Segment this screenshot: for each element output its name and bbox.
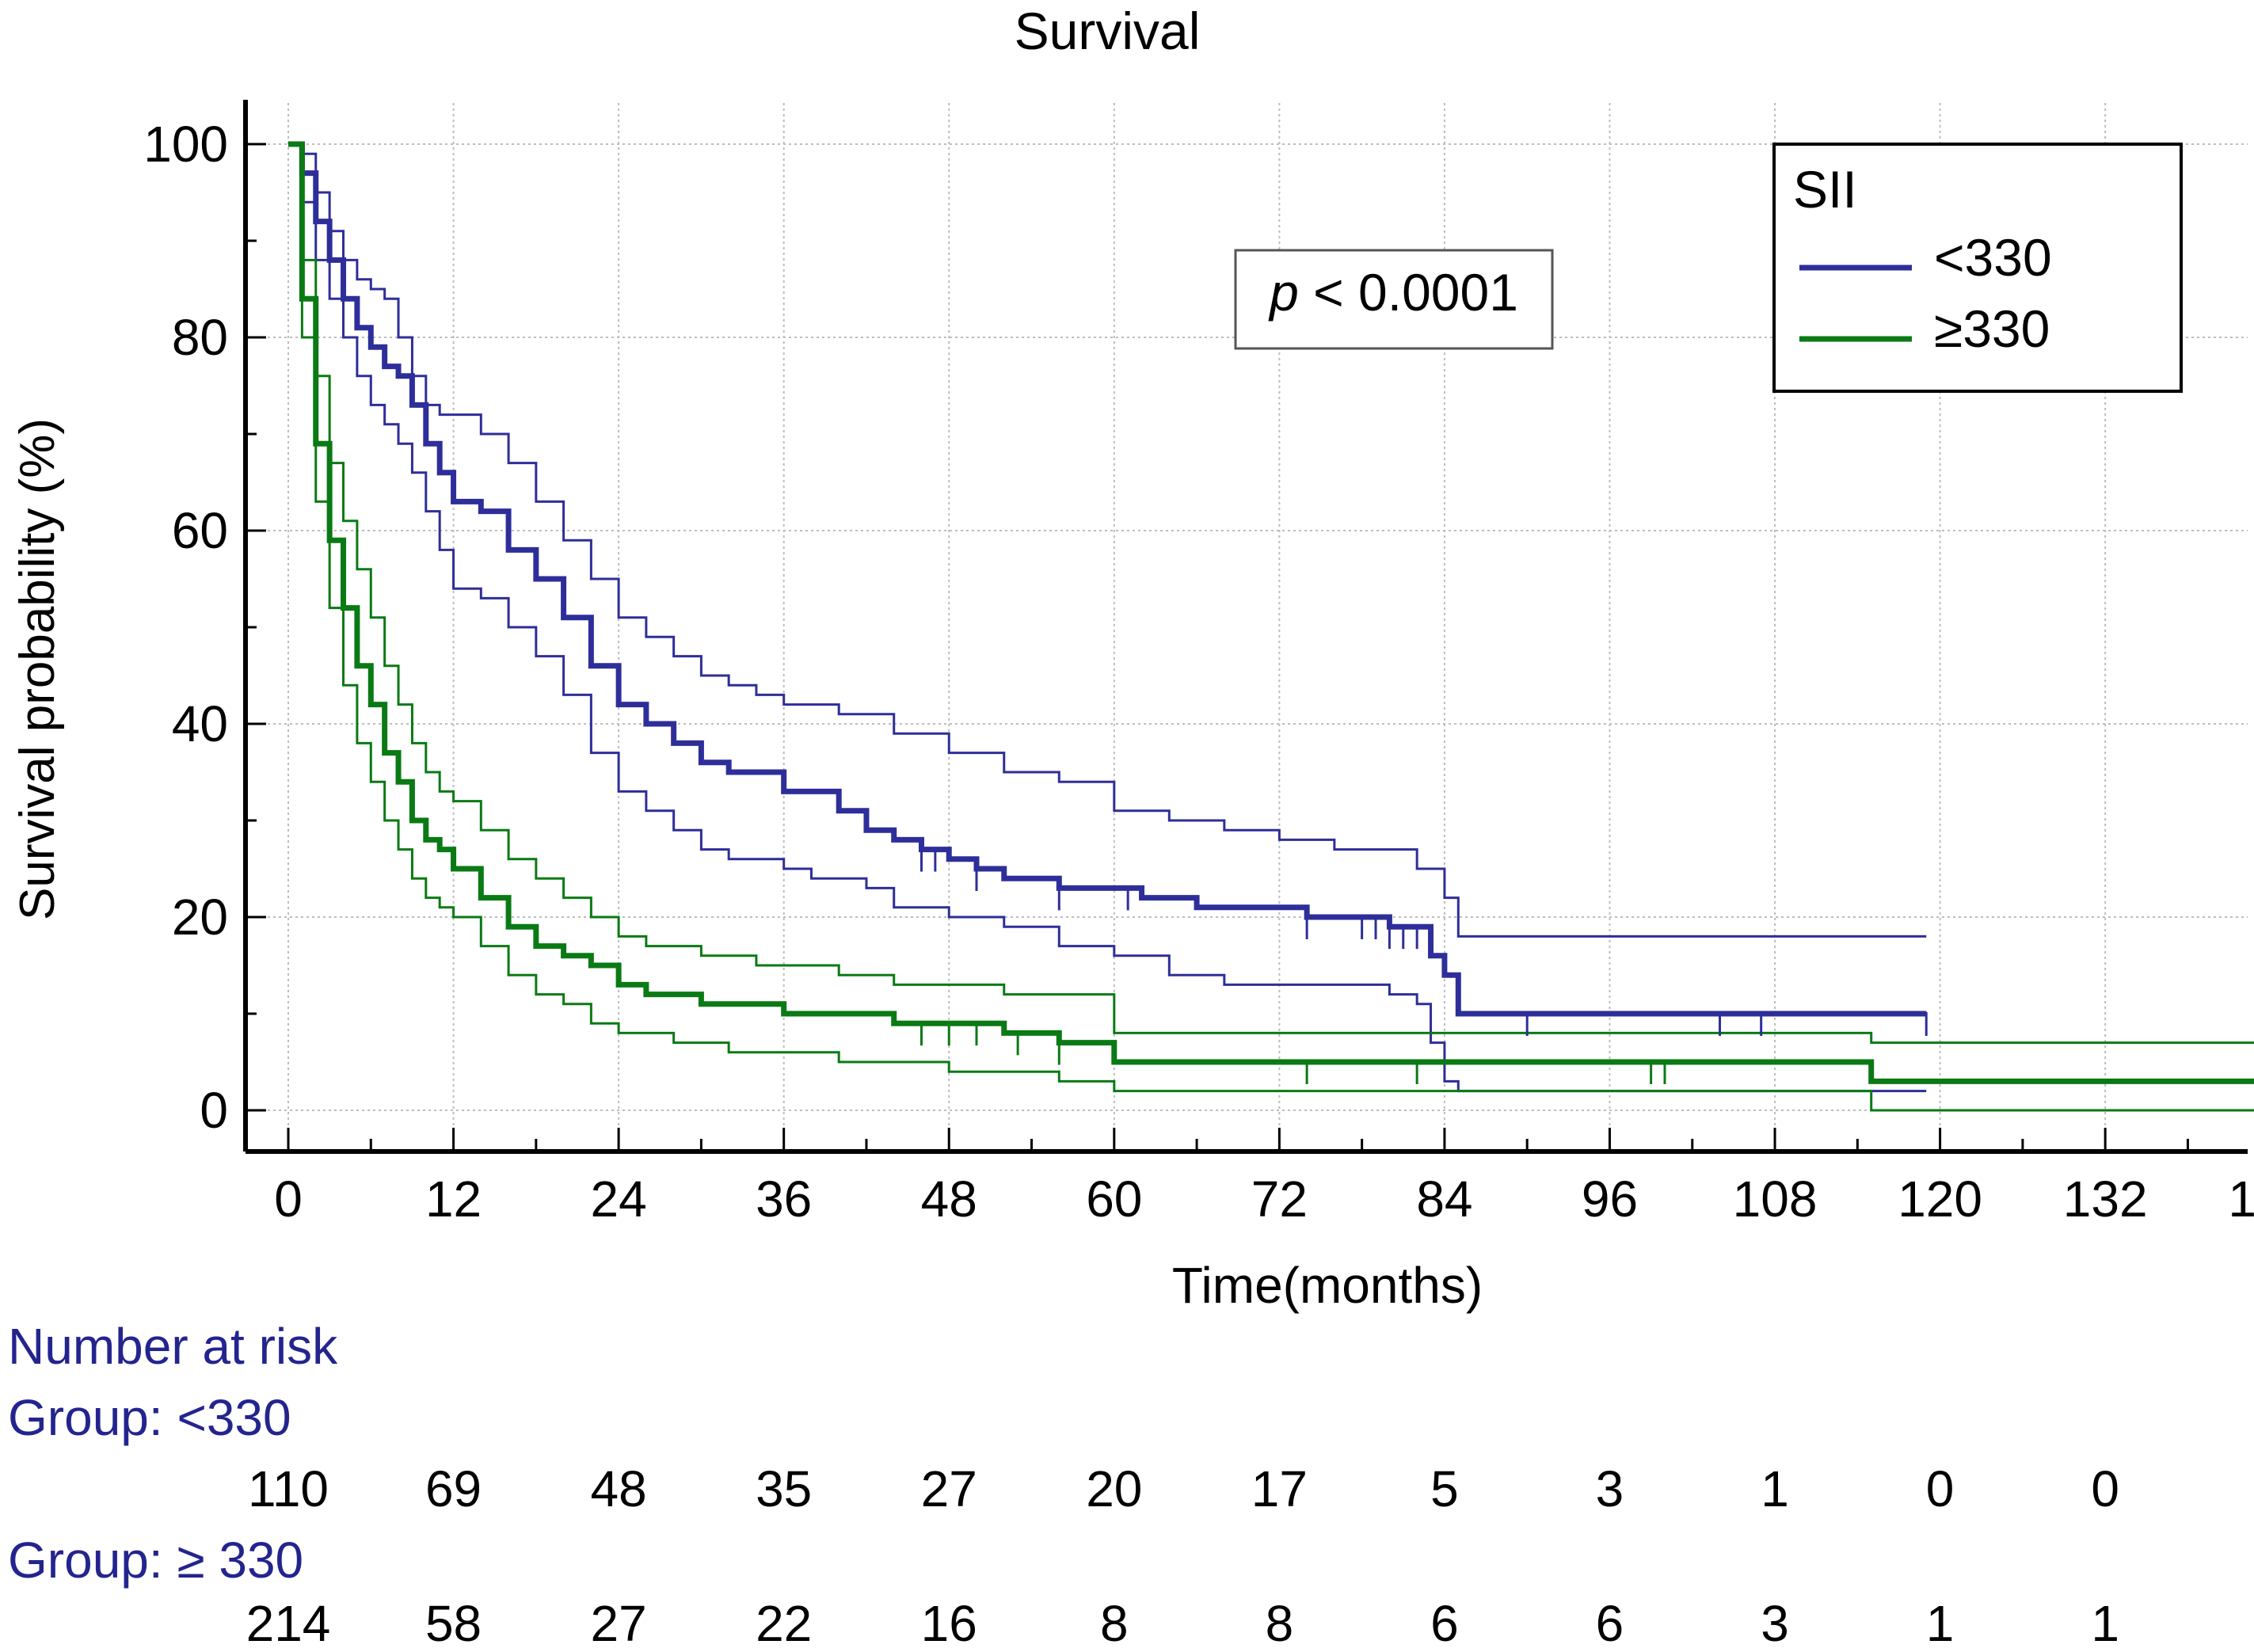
x-tick-label-36: 36 — [756, 1170, 812, 1228]
legend-label-low: <330 — [1934, 228, 2052, 287]
y-tick-label-60: 60 — [172, 502, 228, 559]
y-axis-label: Survival probability (%) — [10, 418, 65, 920]
risk-count: 1 — [1926, 1595, 1955, 1652]
risk-count: 0 — [2091, 1460, 2119, 1517]
axes: 0 20 40 60 80 100 0 12 24 36 48 60 72 84 96 108 120 132 14… — [143, 100, 2254, 1228]
risk-count: 6 — [1430, 1595, 1459, 1652]
y-tick-label-80: 80 — [172, 309, 228, 366]
risk-count: 35 — [756, 1460, 812, 1517]
x-tick-label-132: 132 — [2063, 1170, 2148, 1228]
risk-count: 17 — [1251, 1460, 1308, 1517]
p-value-annotation: p < 0.0001 — [1234, 249, 1554, 350]
p-symbol: p — [1268, 263, 1299, 322]
risk-count: 1 — [1761, 1460, 1789, 1517]
x-tick-label-144: 144 — [2228, 1170, 2254, 1228]
legend: SII <330 ≥330 — [1772, 143, 2183, 393]
ci-line-low-lower — [288, 143, 1927, 1093]
risk-count: 48 — [591, 1460, 647, 1517]
x-tick-label-0: 0 — [274, 1170, 303, 1228]
risk-count: 58 — [425, 1595, 482, 1652]
ci-line-low-upper — [288, 143, 1927, 938]
risk-count: 110 — [248, 1460, 329, 1517]
survival-line-low — [288, 141, 1927, 1017]
y-tick-label-20: 20 — [172, 889, 228, 946]
risk-count: 3 — [1596, 1460, 1624, 1517]
risk-table: Number at risk Group: <330 110 69 48 35 27 20… — [8, 1318, 2119, 1652]
risk-count: 1 — [2091, 1595, 2119, 1652]
risk-count: 214 — [246, 1595, 331, 1652]
x-tick-label-72: 72 — [1251, 1170, 1308, 1228]
risk-row-low: 1106948352720175310000 — [248, 1460, 2119, 1517]
risk-count: 22 — [756, 1595, 812, 1652]
survival-curves — [288, 141, 2254, 1084]
legend-title: SII — [1793, 160, 1857, 219]
censor-marks — [919, 847, 1928, 1084]
p-value-text: p < 0.0001 — [1268, 263, 1518, 322]
risk-count: 8 — [1100, 1595, 1129, 1652]
ci-line-high-lower — [288, 143, 2254, 1112]
x-tick-label-108: 108 — [1733, 1170, 1818, 1228]
risk-count: 27 — [921, 1460, 977, 1517]
risk-count: 0 — [1926, 1460, 1955, 1517]
x-tick-label-96: 96 — [1582, 1170, 1638, 1228]
risk-count: 16 — [921, 1595, 977, 1652]
risk-count: 6 — [1596, 1595, 1624, 1652]
x-tick-label-84: 84 — [1416, 1170, 1472, 1228]
risk-count: 5 — [1430, 1460, 1459, 1517]
y-tick-label-0: 0 — [200, 1082, 228, 1139]
risk-count: 20 — [1086, 1460, 1142, 1517]
chart-title: Survival — [1015, 2, 1201, 60]
p-value: < 0.0001 — [1299, 263, 1518, 322]
p-value-box — [1234, 249, 1554, 350]
risk-count: 3 — [1761, 1595, 1789, 1652]
risk-count: 8 — [1266, 1595, 1294, 1652]
legend-label-high: ≥330 — [1934, 299, 2050, 358]
x-tick-label-48: 48 — [921, 1170, 977, 1228]
risk-count: 27 — [591, 1595, 647, 1652]
y-tick-label-100: 100 — [143, 116, 228, 173]
risk-row-high: 21458272216886631110 — [246, 1595, 2119, 1652]
risk-count: 69 — [425, 1460, 482, 1517]
risk-group-high-label: Group: ≥ 330 — [8, 1532, 303, 1589]
x-tick-label-12: 12 — [425, 1170, 482, 1228]
x-tick-label-24: 24 — [591, 1170, 647, 1228]
x-tick-label-60: 60 — [1086, 1170, 1142, 1228]
ci-line-high-upper — [288, 143, 2254, 1045]
confidence-bands — [288, 143, 2254, 1112]
y-tick-label-40: 40 — [172, 695, 228, 752]
x-tick-label-120: 120 — [1898, 1170, 1982, 1228]
grid — [246, 103, 2248, 1151]
survival-line-high — [288, 141, 2254, 1084]
risk-table-title: Number at risk — [8, 1318, 338, 1375]
risk-group-low-label: Group: <330 — [8, 1389, 291, 1446]
x-axis-label: Time(months) — [1172, 1257, 1483, 1314]
